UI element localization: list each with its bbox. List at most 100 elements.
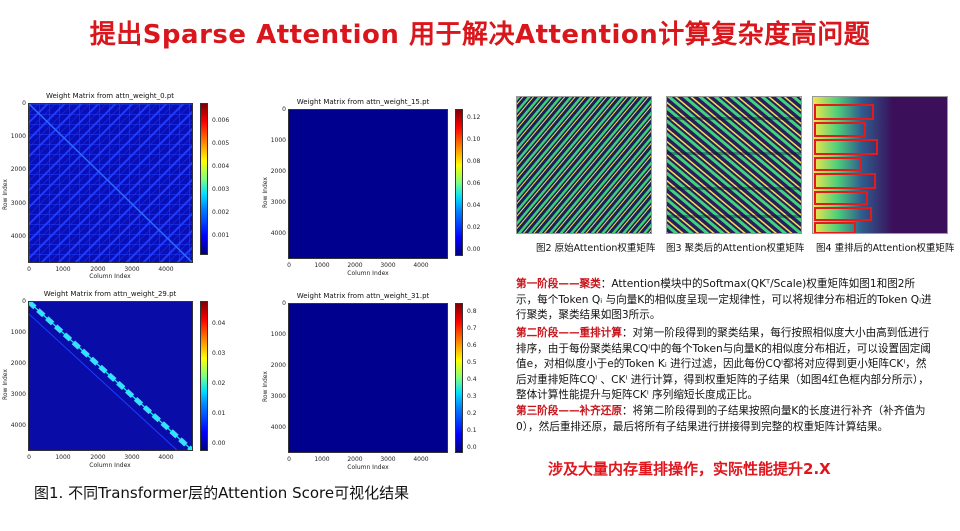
colorbar-tick: 0.04 (467, 202, 481, 209)
colorbar-tick: 0.00 (212, 440, 226, 447)
heatmap-plot (288, 109, 448, 259)
x-axis-label: Column Index (89, 462, 131, 469)
y-tick: 1000 (270, 331, 286, 338)
stage-2-label: 第二阶段——重排计算 (516, 327, 622, 339)
x-tick: 3000 (380, 262, 396, 269)
y-tick: 0 (282, 106, 286, 113)
figure4-image (812, 96, 948, 234)
colorbar-tick: 0.003 (212, 186, 230, 193)
colorbar-tick: 0.006 (212, 117, 230, 124)
x-tick: 4000 (413, 456, 429, 463)
heatmap-panel-0: Weight Matrix from attn_weight_0.pt 0 10… (0, 90, 250, 280)
heatmap-image (29, 302, 192, 450)
x-tick: 4000 (158, 454, 174, 461)
colorbar-tick: 0.01 (212, 410, 226, 417)
x-tick: 2000 (347, 262, 363, 269)
y-tick: 4000 (10, 233, 26, 240)
colorbar-tick: 0.5 (467, 359, 477, 366)
heatmap-panel-31: Weight Matrix from attn_weight_31.pt 0 1… (258, 292, 498, 477)
colorbar-tick: 0.02 (467, 224, 481, 231)
y-tick: 0 (22, 298, 26, 305)
x-tick: 2000 (90, 266, 106, 273)
x-axis-label: Column Index (347, 464, 389, 471)
colorbar-tick: 0.004 (212, 163, 230, 170)
y-tick: 3000 (10, 391, 26, 398)
performance-note: 涉及大量内存重排操作，实际性能提升2.X (548, 460, 831, 478)
stage-1-text: ：Attention模块中的Softmax(QKᵀ/Scale)权重矩阵如图1和… (516, 278, 932, 321)
x-axis-label: Column Index (89, 273, 131, 280)
x-tick: 0 (287, 262, 291, 269)
y-tick: 2000 (270, 362, 286, 369)
stage-2-paragraph: 第二阶段——重排计算：对第一阶段得到的聚类结果，每行按照相似度大小由高到低进行排… (516, 326, 936, 404)
y-axis-label: Row Index (262, 177, 269, 208)
figure1-caption: 图1. 不同Transformer层的Attention Score可视化结果 (34, 484, 410, 502)
figure2-image (516, 96, 652, 234)
colorbar-tick: 0.005 (212, 140, 230, 147)
heatmap-panel-29: Weight Matrix from attn_weight_29.pt 0 1… (0, 290, 250, 475)
x-tick: 4000 (158, 266, 174, 273)
x-tick: 1000 (314, 262, 330, 269)
colorbar-tick: 0.001 (212, 232, 230, 239)
colorbar-tick: 0.1 (467, 427, 477, 434)
x-tick: 0 (287, 456, 291, 463)
y-tick: 4000 (10, 422, 26, 429)
x-tick: 4000 (413, 262, 429, 269)
x-tick: 0 (27, 454, 31, 461)
figure4-caption: 图4 重排后的Attention权重矩阵 (816, 243, 955, 254)
heatmap-plot (28, 103, 193, 263)
colorbar-tick: 0.6 (467, 342, 477, 349)
figure2-caption: 图2 原始Attention权重矩阵 (536, 243, 656, 254)
colorbar (455, 303, 463, 453)
stage-1-paragraph: 第一阶段——聚类：Attention模块中的Softmax(QKᵀ/Scale)… (516, 277, 936, 324)
heatmap-panel-15: Weight Matrix from attn_weight_15.pt 0 1… (258, 98, 498, 283)
colorbar-tick: 0.7 (467, 325, 477, 332)
x-axis-label: Column Index (347, 270, 389, 277)
colorbar-tick: 0.4 (467, 376, 477, 383)
x-tick: 1000 (314, 456, 330, 463)
colorbar-tick: 0.06 (467, 180, 481, 187)
y-tick: 2000 (10, 360, 26, 367)
x-tick: 3000 (124, 266, 140, 273)
y-axis-label: Row Index (262, 371, 269, 402)
y-axis-label: Row Index (2, 369, 9, 400)
y-tick: 1000 (270, 137, 286, 144)
y-tick: 0 (282, 300, 286, 307)
colorbar-tick: 0.0 (467, 444, 477, 451)
x-tick: 2000 (347, 456, 363, 463)
stage-2-text: ：对第一阶段得到的聚类结果，每行按照相似度大小由高到低进行排序，由于每份聚类结果… (516, 327, 931, 401)
y-tick: 1000 (10, 133, 26, 140)
colorbar (200, 301, 208, 451)
y-tick: 3000 (10, 200, 26, 207)
colorbar-tick: 0.8 (467, 308, 477, 315)
x-tick: 1000 (55, 454, 71, 461)
figure3-caption: 图3 聚类后的Attention权重矩阵 (666, 243, 805, 254)
heatmap-plot (28, 301, 193, 451)
heatmap-title: Weight Matrix from attn_weight_31.pt (296, 292, 430, 300)
x-tick: 1000 (55, 266, 71, 273)
y-tick: 4000 (270, 230, 286, 237)
colorbar-tick: 0.03 (212, 350, 226, 357)
y-tick: 2000 (270, 168, 286, 175)
figure3-image (666, 96, 802, 234)
y-tick: 4000 (270, 424, 286, 431)
y-tick: 0 (22, 100, 26, 107)
y-tick: 2000 (10, 166, 26, 173)
stage-3-text: ：将第二阶段得到的子结果按照向量K的长度进行补齐（补齐值为0），然后重排还原，最… (516, 405, 926, 433)
colorbar-tick: 0.00 (467, 246, 481, 253)
colorbar-tick: 0.12 (467, 114, 481, 121)
y-tick: 3000 (270, 199, 286, 206)
colorbar-tick: 0.10 (467, 136, 481, 143)
heatmap-plot (288, 303, 448, 453)
colorbar-tick: 0.08 (467, 158, 481, 165)
x-tick: 2000 (90, 454, 106, 461)
y-axis-label: Row Index (2, 179, 9, 210)
x-tick: 0 (27, 266, 31, 273)
y-tick: 3000 (270, 393, 286, 400)
colorbar-tick: 0.2 (467, 410, 477, 417)
x-tick: 3000 (380, 456, 396, 463)
stage-3-label: 第三阶段——补齐还原 (516, 405, 622, 417)
colorbar-tick: 0.002 (212, 209, 230, 216)
stage-1-label: 第一阶段——聚类 (516, 278, 601, 290)
colorbar (200, 103, 208, 255)
colorbar-tick: 0.02 (212, 380, 226, 387)
